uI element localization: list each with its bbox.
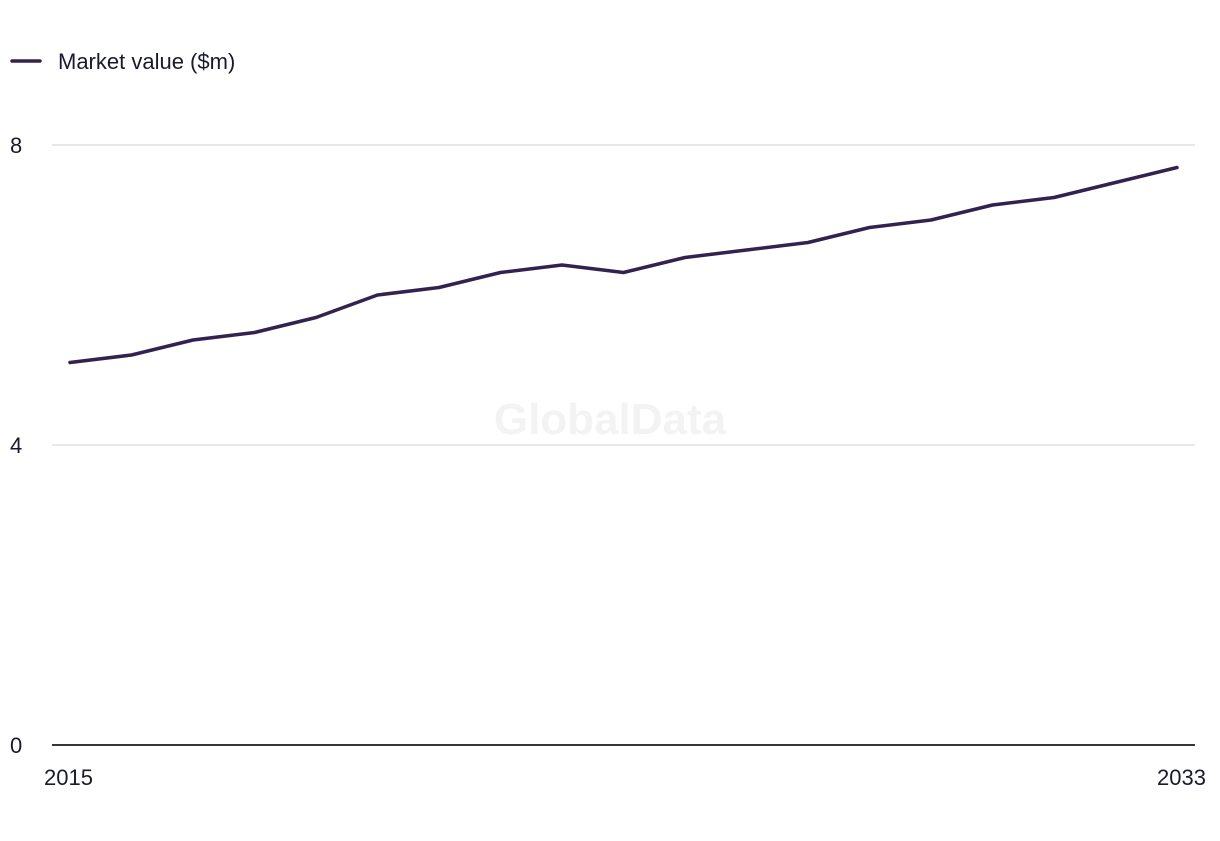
legend-label: Market value ($m) (58, 49, 235, 74)
watermark-text: GlobalData (494, 395, 727, 444)
gridlines (52, 144, 1195, 446)
series-line (68, 165, 1179, 365)
legend: Market value ($m) (10, 49, 235, 74)
series-layer (68, 165, 1179, 365)
x-tick-label: 2033 (1157, 765, 1206, 790)
y-tick-label: 8 (10, 133, 22, 158)
y-tick-label: 4 (10, 433, 22, 458)
x-tick-label: 2015 (44, 765, 93, 790)
y-tick-label: 0 (10, 733, 22, 758)
y-axis: 0 4 8 (10, 133, 22, 758)
x-axis: 2015 2033 (44, 744, 1206, 790)
